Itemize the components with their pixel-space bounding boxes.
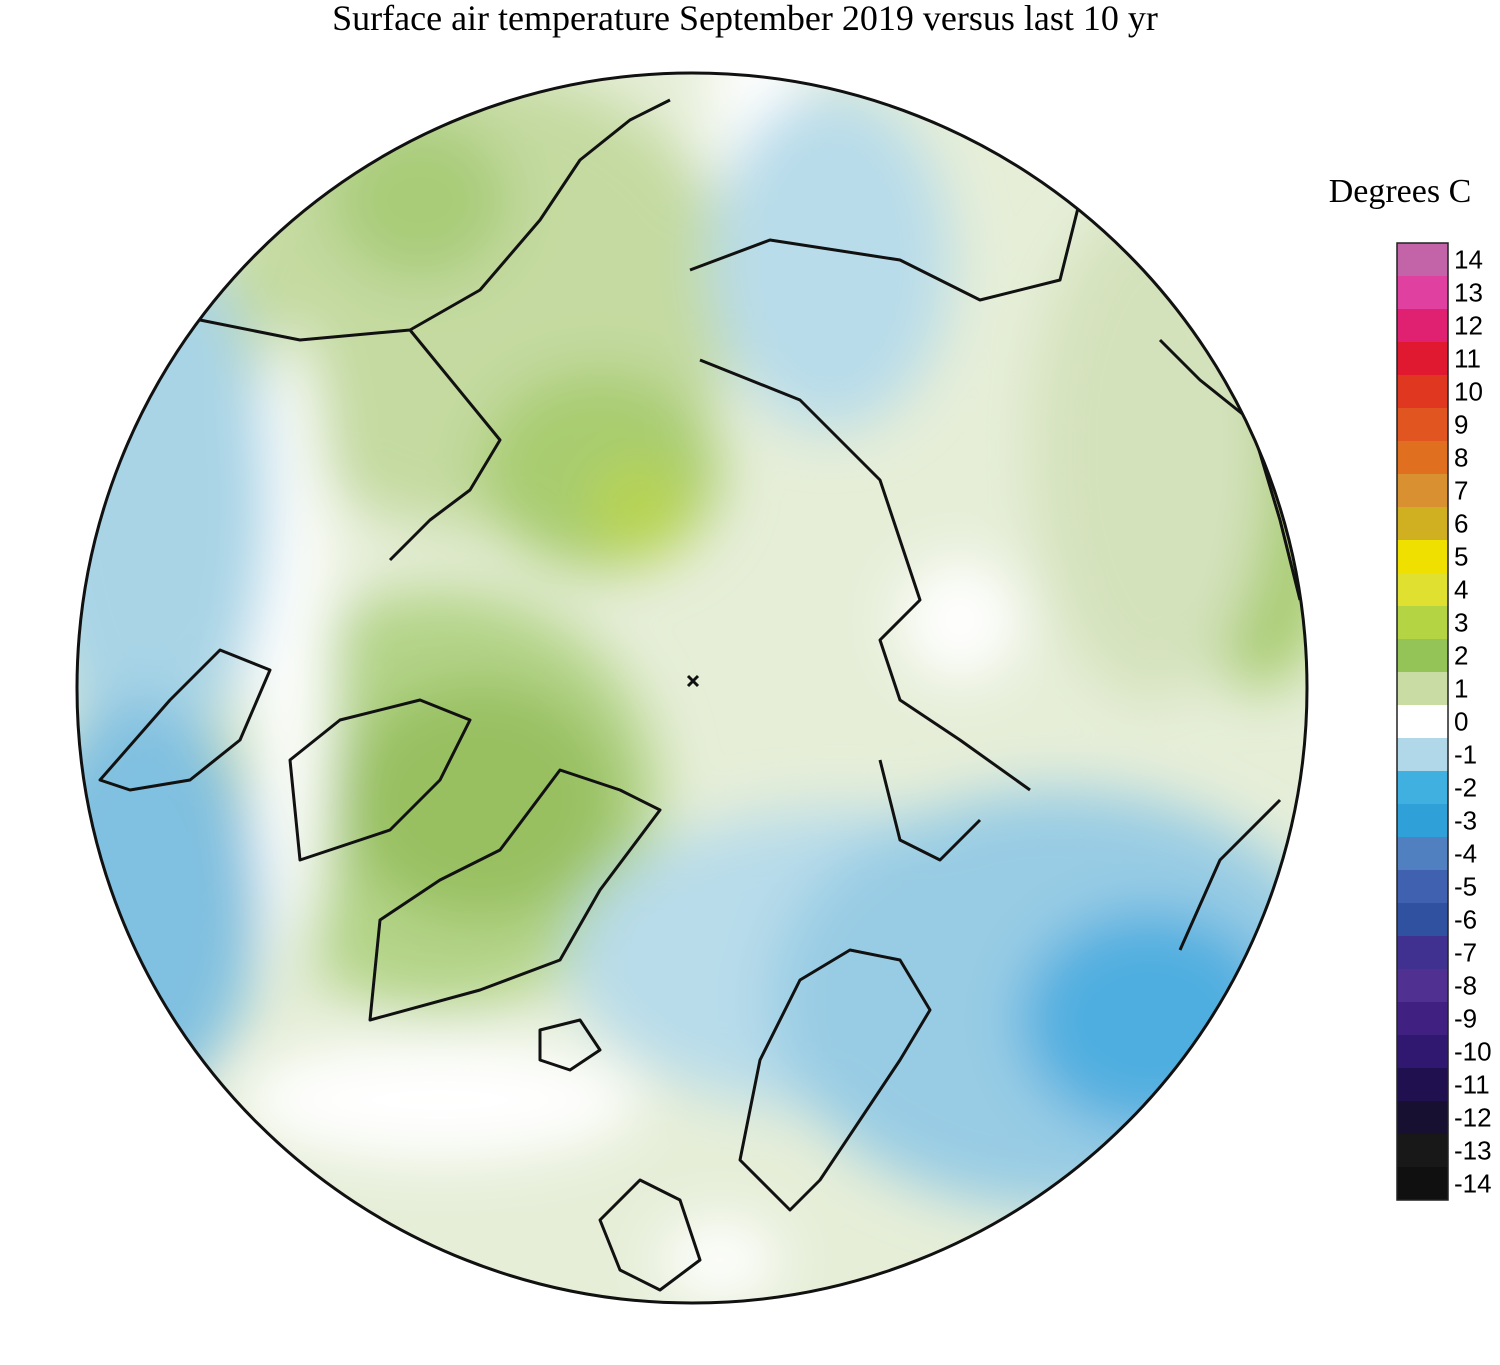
colorbar-label: Degrees C <box>1329 173 1472 210</box>
coastline <box>199 98 671 342</box>
colorbar-swatch <box>1397 507 1448 541</box>
coastline <box>699 358 1031 792</box>
colorbar-tick-label: 12 <box>1454 311 1483 341</box>
colorbar-swatch <box>1397 903 1448 937</box>
colorbar-tick-label: -8 <box>1454 971 1477 1001</box>
pole-marker <box>686 674 700 688</box>
colorbar-tick-label: 14 <box>1454 245 1483 275</box>
colorbar-swatch <box>1397 639 1448 673</box>
map <box>77 73 1307 1303</box>
colorbar-tick-label: -11 <box>1454 1070 1490 1100</box>
colorbar-tick-label: 6 <box>1454 509 1468 539</box>
colorbar-swatch <box>1397 342 1448 376</box>
colorbar-tick-label: -10 <box>1454 1037 1492 1067</box>
colorbar-swatch <box>1397 1002 1448 1036</box>
coastline <box>738 948 932 1212</box>
coastline <box>598 1178 702 1292</box>
colorbar-tick-label: 7 <box>1454 476 1468 506</box>
coastline <box>98 648 272 792</box>
colorbar-swatch <box>1397 672 1448 706</box>
colorbar-swatch <box>1397 309 1448 343</box>
colorbar-tick-label: 8 <box>1454 443 1468 473</box>
colorbar-tick-label: 10 <box>1454 377 1483 407</box>
map-boundary <box>75 71 1309 1305</box>
colorbar-tick-label: 9 <box>1454 410 1468 440</box>
colorbar-swatch <box>1397 1068 1448 1102</box>
colorbar-swatch <box>1397 804 1448 838</box>
colorbar-tick-label: -4 <box>1454 839 1477 869</box>
colorbar-tick-label: 1 <box>1454 674 1468 704</box>
colorbar-tick-label: 5 <box>1454 542 1468 572</box>
colorbar-frame <box>1396 242 1449 1201</box>
colorbar-swatch <box>1397 375 1448 409</box>
colorbar-swatch <box>1397 738 1448 772</box>
colorbar-swatch <box>1397 276 1448 310</box>
colorbar-swatch <box>1397 540 1448 574</box>
colorbar-tick-label: -9 <box>1454 1004 1477 1034</box>
colorbar-swatch <box>1397 837 1448 871</box>
colorbar-tick-label: -5 <box>1454 872 1477 902</box>
colorbar-swatch <box>1397 441 1448 475</box>
coastline <box>288 698 472 862</box>
colorbar-tick-label: 13 <box>1454 278 1483 308</box>
colorbar-tick-label: -1 <box>1454 740 1477 770</box>
colorbar: 14131211109876543210-1-2-3-4-5-6-7-8-9-1… <box>1396 242 1492 1201</box>
colorbar-swatch <box>1397 474 1448 508</box>
colorbar-swatch <box>1397 573 1448 607</box>
colorbar-swatch <box>1397 771 1448 805</box>
coastline <box>388 329 502 562</box>
colorbar-swatch <box>1397 243 1448 277</box>
colorbar-swatch <box>1397 1101 1448 1135</box>
colorbar-tick-label: 2 <box>1454 641 1468 671</box>
colorbar-tick-label: -14 <box>1454 1169 1492 1199</box>
coastline <box>368 768 662 1022</box>
colorbar-tick-label: -2 <box>1454 773 1477 803</box>
colorbar-tick-label: -7 <box>1454 938 1477 968</box>
colorbar-swatch <box>1397 1167 1448 1201</box>
colorbar-swatch <box>1397 606 1448 640</box>
colorbar-swatch <box>1397 969 1448 1003</box>
coastline <box>689 199 1082 302</box>
colorbar-swatch <box>1397 408 1448 442</box>
coastline <box>1178 798 1282 951</box>
colorbar-tick-label: 0 <box>1454 707 1468 737</box>
colorbar-tick-label: -12 <box>1454 1103 1492 1133</box>
colorbar-tick-label: -6 <box>1454 905 1477 935</box>
coastline <box>538 1018 602 1072</box>
colorbar-tick-label: 3 <box>1454 608 1468 638</box>
colorbar-swatch <box>1397 1134 1448 1168</box>
colorbar-swatch <box>1397 870 1448 904</box>
coastline <box>878 759 982 862</box>
colorbar-tick-label: -3 <box>1454 806 1477 836</box>
colorbar-swatch <box>1397 705 1448 739</box>
colorbar-tick-label: -13 <box>1454 1136 1492 1166</box>
colorbar-swatch <box>1397 936 1448 970</box>
colorbar-swatch <box>1397 1035 1448 1069</box>
title: Surface air temperature September 2019 v… <box>332 0 1158 38</box>
colorbar-tick-label: 11 <box>1454 344 1481 374</box>
colorbar-tick-label: 4 <box>1454 575 1468 605</box>
